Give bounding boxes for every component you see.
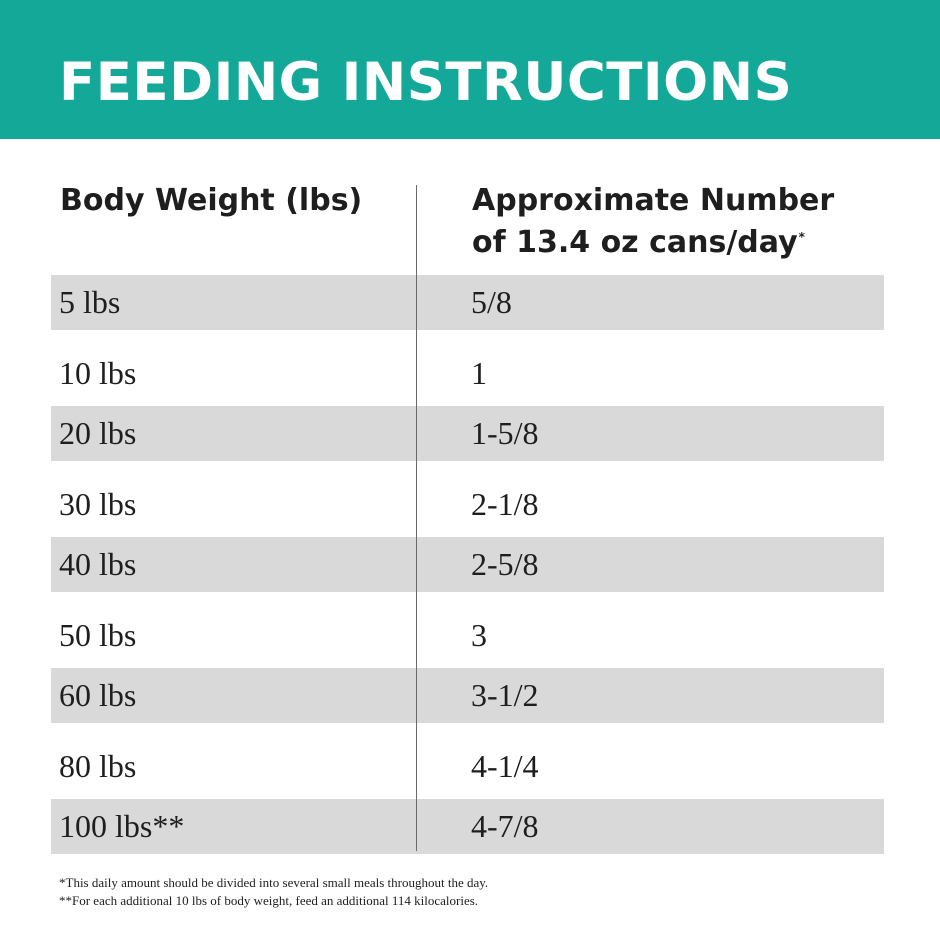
weight-cell: 80 lbs: [59, 747, 137, 784]
weight-cell: 60 lbs: [59, 677, 137, 713]
cans-header-line-1: Approximate Number: [472, 183, 835, 218]
cans-cell: 1-5/8: [471, 415, 539, 451]
footnote-daily-amount: *This daily amount should be divided int…: [59, 875, 489, 890]
column-header-cans-per-day: Approximate Number of 13.4 oz cans/day*: [472, 180, 834, 264]
cans-cell: 5/8: [471, 284, 512, 320]
table-row: 40 lbs 2-5/8: [51, 537, 884, 592]
cans-cell: 2-5/8: [471, 546, 539, 582]
weight-cell: 30 lbs: [59, 485, 137, 522]
table-row: 5 lbs 5/8: [51, 275, 884, 330]
table-row: 10 lbs 1: [51, 341, 884, 407]
weight-cell: 50 lbs: [59, 616, 137, 653]
table-row: 60 lbs 3-1/2: [51, 668, 884, 723]
feeding-table: 5 lbs 5/8 10 lbs 1 20 lbs 1-5/8 30 lbs 2…: [51, 275, 884, 865]
cans-cell: 3: [471, 616, 487, 653]
weight-cell: 5 lbs: [59, 284, 121, 320]
footnotes: *This daily amount should be divided int…: [59, 874, 488, 910]
cans-header-line-2: of 13.4 oz cans/day*: [472, 222, 834, 264]
cans-cell: 1: [471, 354, 487, 391]
cans-cell: 4-1/4: [471, 747, 539, 784]
table-row: 80 lbs 4-1/4: [51, 734, 884, 800]
weight-cell: 10 lbs: [59, 354, 137, 391]
weight-cell: 40 lbs: [59, 546, 137, 582]
table-row: 50 lbs 3: [51, 603, 884, 669]
table-row: 20 lbs 1-5/8: [51, 406, 884, 461]
column-divider: [416, 185, 417, 851]
weight-cell: 20 lbs: [59, 415, 137, 451]
cans-header-line-2-text: of 13.4 oz cans/day: [472, 225, 798, 260]
header-banner: FEEDING INSTRUCTIONS: [0, 0, 940, 139]
table-row: 100 lbs** 4-7/8: [51, 799, 884, 854]
footnote-additional-weight: **For each additional 10 lbs of body wei…: [59, 893, 479, 908]
table-row: 30 lbs 2-1/8: [51, 472, 884, 538]
cans-cell: 3-1/2: [471, 677, 539, 713]
cans-cell: 2-1/8: [471, 485, 539, 522]
weight-cell: 100 lbs**: [59, 808, 185, 844]
page-title: FEEDING INSTRUCTIONS: [59, 52, 793, 113]
footnote-marker: *: [798, 230, 805, 244]
cans-cell: 4-7/8: [471, 808, 539, 844]
column-header-body-weight: Body Weight (lbs): [60, 183, 363, 218]
